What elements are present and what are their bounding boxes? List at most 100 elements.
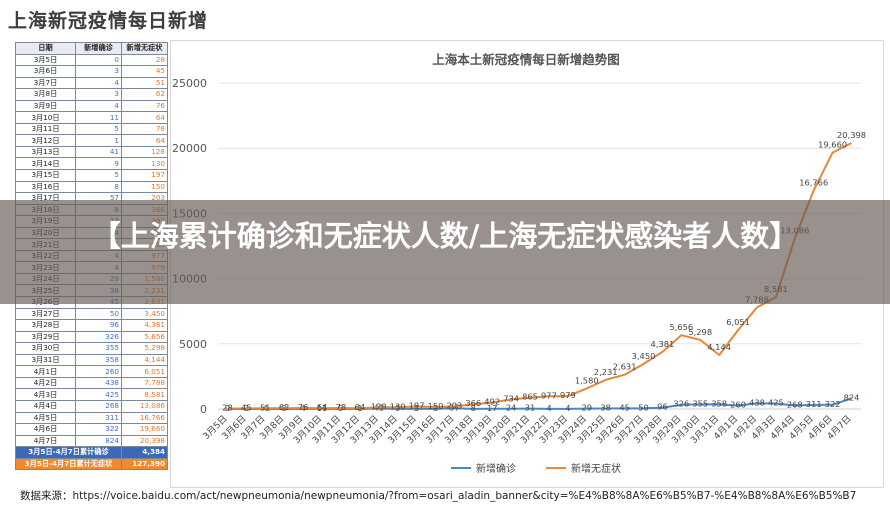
table-row: 3月8日 3 62 xyxy=(15,88,168,101)
row-date: 3月16日 xyxy=(15,180,76,194)
chart-title: 上海本土新冠疫情每日新增趋势图 xyxy=(432,52,620,67)
total-asymptomatic-row: 3月5日-4月7日累计无症状 127,390 xyxy=(15,457,168,471)
data-label: 2,231 xyxy=(594,367,618,377)
row-confirmed: 5 xyxy=(75,169,122,182)
data-label: 865 xyxy=(522,392,538,402)
row-date: 3月29日 xyxy=(15,330,76,344)
row-date: 3月12日 xyxy=(15,134,76,147)
data-label: 6,051 xyxy=(726,317,750,327)
data-label: 64 xyxy=(317,402,328,412)
row-asymptomatic: 197 xyxy=(121,169,168,182)
row-confirmed: 358 xyxy=(75,353,122,367)
data-label: 19,660 xyxy=(818,140,847,150)
table-row: 3月29日 326 5,656 xyxy=(15,330,168,344)
table-row: 4月2日 438 7,788 xyxy=(15,376,168,390)
row-asymptomatic: 51 xyxy=(121,76,168,90)
row-date: 3月27日 xyxy=(15,307,76,321)
row-confirmed: 11 xyxy=(75,111,122,124)
row-date: 4月6日 xyxy=(15,423,76,436)
row-date: 3月5日 xyxy=(15,53,76,67)
row-confirmed: 322 xyxy=(75,423,122,436)
data-label: 438 xyxy=(749,397,765,407)
data-label: 4 xyxy=(565,403,570,413)
row-date: 3月6日 xyxy=(15,65,76,78)
data-label: 64 xyxy=(355,402,366,412)
data-label: 96 xyxy=(657,402,668,412)
data-label: 20,398 xyxy=(837,130,866,140)
data-label: 355 xyxy=(692,398,708,408)
table-row: 3月12日 1 64 xyxy=(15,134,168,147)
data-label: 322 xyxy=(825,399,841,409)
row-date: 4月1日 xyxy=(15,365,76,378)
row-confirmed: 5 xyxy=(75,122,122,136)
row-asymptomatic: 20,398 xyxy=(121,434,168,448)
row-date: 3月13日 xyxy=(15,145,76,159)
table-row: 3月30日 355 5,298 xyxy=(15,342,168,355)
row-confirmed: 3 xyxy=(75,88,122,101)
data-label: 76 xyxy=(298,402,309,412)
table-row: 3月15日 5 197 xyxy=(15,169,168,182)
data-label: 358 xyxy=(711,398,727,408)
row-date: 3月7日 xyxy=(15,76,76,90)
row-asymptomatic: 62 xyxy=(121,88,168,101)
y-tick-label: 0 xyxy=(200,403,207,416)
row-asymptomatic: 128 xyxy=(121,145,168,159)
data-label: 31 xyxy=(525,403,536,413)
row-asymptomatic: 76 xyxy=(121,99,168,113)
data-label: 425 xyxy=(768,397,784,407)
data-label: 38 xyxy=(600,403,611,413)
row-asymptomatic: 64 xyxy=(121,134,168,147)
row-confirmed: 41 xyxy=(75,145,122,159)
total-asymptomatic-label: 3月5日-4月7日累计无症状 xyxy=(15,457,122,471)
data-label: 492 xyxy=(484,397,500,407)
table-row: 4月1日 260 6,051 xyxy=(15,365,168,378)
table-row: 3月31日 358 4,144 xyxy=(15,353,168,367)
data-label: 311 xyxy=(806,399,822,409)
row-asymptomatic: 4,381 xyxy=(121,319,168,332)
data-label: 734 xyxy=(503,393,519,403)
table-row: 3月16日 8 150 xyxy=(15,180,168,194)
row-confirmed: 96 xyxy=(75,319,122,332)
data-label: 51 xyxy=(260,402,271,412)
data-label: 5,656 xyxy=(669,322,693,332)
data-label: 326 xyxy=(673,399,689,409)
data-label: 5 xyxy=(414,403,419,413)
row-confirmed: 326 xyxy=(75,330,122,344)
legend-label-asymptomatic: 新增无症状 xyxy=(571,462,621,475)
row-confirmed: 50 xyxy=(75,307,122,321)
row-date: 3月28日 xyxy=(15,319,76,332)
data-label: 45 xyxy=(241,402,252,412)
table-row: 4月7日 824 20,398 xyxy=(15,434,168,448)
table-row: 3月7日 4 51 xyxy=(15,76,168,90)
data-label: 4,144 xyxy=(707,342,731,352)
row-date: 4月3日 xyxy=(15,388,76,401)
data-label: 0 xyxy=(225,403,230,413)
table-row: 4月4日 268 13,086 xyxy=(15,399,168,413)
data-source-text: 数据来源：https://voice.baidu.com/act/newpneu… xyxy=(20,490,857,502)
row-asymptomatic: 5,298 xyxy=(121,342,168,355)
row-date: 3月9日 xyxy=(15,99,76,113)
data-label: 45 xyxy=(619,402,630,412)
row-confirmed: 4 xyxy=(75,76,122,90)
row-confirmed: 4 xyxy=(75,99,122,113)
row-confirmed: 824 xyxy=(75,434,122,448)
row-date: 3月30日 xyxy=(15,342,76,355)
data-label: 3,450 xyxy=(632,351,656,361)
row-confirmed: 311 xyxy=(75,411,122,425)
data-label: 17 xyxy=(487,403,498,413)
table-row: 3月9日 4 76 xyxy=(15,99,168,113)
row-confirmed: 9 xyxy=(75,157,122,170)
data-label: 977 xyxy=(541,390,557,400)
row-date: 3月8日 xyxy=(15,88,76,101)
data-label: 260 xyxy=(730,400,746,410)
total-confirmed-row: 3月5日-4月7日累计确诊 4,384 xyxy=(15,446,168,459)
row-date: 3月10日 xyxy=(15,111,76,124)
row-date: 4月7日 xyxy=(15,434,76,448)
row-date: 3月14日 xyxy=(15,157,76,170)
data-label: 366 xyxy=(465,398,481,408)
row-asymptomatic: 13,086 xyxy=(121,399,168,413)
chart-svg: 上海本土新冠疫情每日新增趋势图0500010000150002000025000… xyxy=(172,52,866,475)
page-title: 上海新冠疫情每日新增 xyxy=(8,10,209,32)
table-row: 3月11日 5 78 xyxy=(15,122,168,136)
row-confirmed: 268 xyxy=(75,399,122,413)
